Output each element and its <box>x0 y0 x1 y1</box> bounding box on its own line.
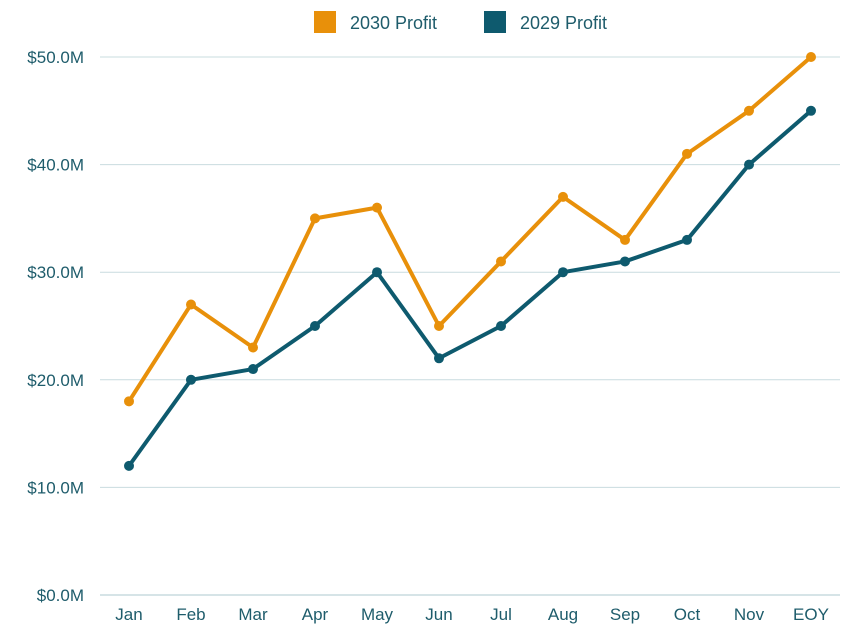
gridlines <box>100 56 840 596</box>
data-point <box>558 267 568 278</box>
x-tick-label: Nov <box>734 605 765 624</box>
data-point <box>186 299 196 310</box>
y-tick-label: $10.0M <box>27 478 84 497</box>
data-point <box>496 321 506 331</box>
x-tick-label: Aug <box>548 605 578 624</box>
data-point <box>558 191 568 202</box>
legend-label: 2029 Profit <box>520 13 607 33</box>
data-point <box>744 159 754 170</box>
x-tick-label: Mar <box>238 605 268 624</box>
data-point <box>310 213 320 224</box>
legend-swatch <box>484 11 506 33</box>
data-point <box>372 267 382 278</box>
x-tick-label: Sep <box>610 605 640 624</box>
data-point <box>682 148 692 159</box>
y-axis: $0.0M $10.0M $20.0M $30.0M $40.0M $50.0M <box>27 48 84 605</box>
y-tick-label: $0.0M <box>37 586 84 605</box>
data-point <box>434 321 444 331</box>
series-1 <box>124 105 816 471</box>
data-point <box>744 105 754 116</box>
legend-label: 2030 Profit <box>350 13 437 33</box>
y-tick-label: $30.0M <box>27 263 84 282</box>
y-tick-label: $20.0M <box>27 371 84 390</box>
x-tick-label: Jan <box>115 605 142 624</box>
data-point <box>806 52 816 62</box>
data-point <box>124 460 134 471</box>
data-point <box>682 234 692 245</box>
x-tick-label: May <box>361 605 394 624</box>
data-point <box>496 256 506 267</box>
x-tick-label: EOY <box>793 605 829 624</box>
x-tick-label: Jul <box>490 605 512 624</box>
series-layer <box>124 52 816 471</box>
data-point <box>124 396 134 407</box>
x-tick-label: Feb <box>176 605 205 624</box>
data-point <box>248 364 258 375</box>
x-axis: Jan Feb Mar Apr May Jun Jul Aug Sep Oct Nov EOY <box>115 605 829 624</box>
data-point <box>806 105 816 116</box>
series-line <box>127 55 813 404</box>
data-point <box>620 234 630 245</box>
data-point <box>434 353 444 364</box>
series-0 <box>124 52 816 407</box>
series-line <box>127 108 813 468</box>
x-tick-label: Apr <box>302 605 329 624</box>
data-point <box>310 321 320 331</box>
x-tick-label: Jun <box>425 605 452 624</box>
legend-item: 2030 Profit <box>314 11 437 33</box>
y-tick-label: $50.0M <box>27 48 84 67</box>
x-tick-label: Oct <box>674 605 701 624</box>
data-point <box>186 374 196 385</box>
data-point <box>248 342 258 353</box>
legend-swatch <box>314 11 336 33</box>
legend-item: 2029 Profit <box>484 11 607 33</box>
data-point <box>372 202 382 213</box>
data-point <box>620 256 630 267</box>
legend: 2030 Profit 2029 Profit <box>314 11 607 33</box>
y-tick-label: $40.0M <box>27 156 84 175</box>
